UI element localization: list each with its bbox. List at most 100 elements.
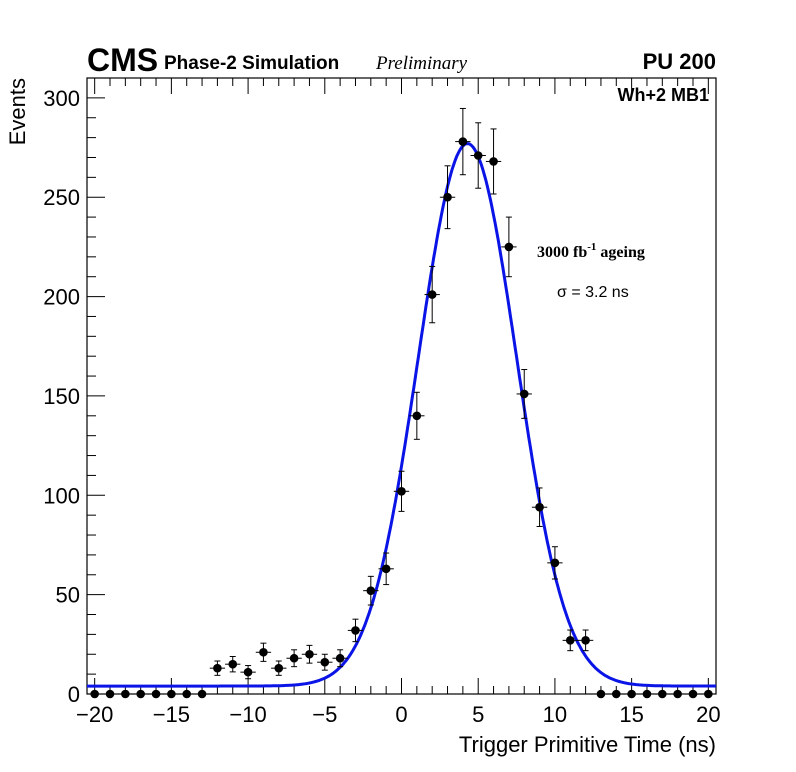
data-point [102, 689, 118, 699]
data-marker [581, 636, 590, 645]
x-axis-label: Trigger Primitive Time (ns) [459, 732, 716, 757]
data-marker [443, 192, 452, 202]
data-point [148, 689, 164, 699]
data-point [593, 689, 609, 699]
data-marker [658, 689, 667, 699]
data-marker [121, 689, 130, 699]
data-point [301, 644, 318, 664]
y-tick-label: 100 [43, 483, 80, 508]
data-marker [351, 626, 360, 635]
data-marker [182, 689, 192, 699]
data-marker [105, 689, 115, 699]
y-tick-label: 150 [43, 384, 80, 409]
data-point [470, 122, 486, 189]
data-point [547, 546, 563, 580]
data-point [378, 552, 394, 586]
data-point [623, 689, 640, 699]
data-point [393, 470, 410, 512]
data-marker [381, 564, 391, 574]
data-point [363, 575, 379, 606]
ageing-suffix: ageing [596, 244, 644, 261]
data-point [608, 689, 624, 699]
data-point [163, 689, 180, 699]
data-marker [489, 157, 498, 166]
data-marker [305, 649, 314, 659]
data-marker [320, 657, 330, 667]
data-point [317, 653, 333, 671]
sigma-label: σ = 3.2 ns [557, 284, 629, 301]
x-tick-label: −5 [312, 702, 337, 727]
data-marker [427, 290, 437, 299]
data-point [347, 618, 364, 643]
data-point [669, 689, 686, 699]
plot-frame [86, 77, 717, 695]
data-marker [535, 502, 544, 512]
y-axis [87, 97, 105, 695]
data-marker [688, 689, 698, 699]
y-axis-label: Events [5, 78, 30, 145]
x-tick-label: −20 [76, 702, 113, 727]
data-point [286, 649, 302, 668]
data-marker [627, 689, 636, 699]
data-marker [289, 653, 299, 663]
preliminary-label: Preliminary [375, 53, 468, 74]
cms-label: CMS [87, 42, 158, 78]
data-marker [151, 689, 161, 699]
data-point [685, 689, 701, 699]
data-point [562, 629, 578, 652]
data-point [700, 689, 716, 699]
data-point [516, 369, 532, 419]
data-marker [167, 689, 176, 699]
data-marker [596, 689, 606, 699]
data-point [225, 655, 241, 673]
data-points [87, 107, 716, 699]
x-tick-label: −10 [229, 702, 266, 727]
ageing-prefix: 3000 fb [537, 244, 587, 261]
data-point [409, 391, 425, 440]
data-marker [243, 667, 253, 677]
data-point [439, 165, 456, 230]
data-point [577, 629, 594, 652]
data-point [117, 689, 134, 699]
simulation-label: Phase-2 Simulation [164, 53, 339, 74]
ageing-label: 3000 fb-1 ageing [537, 241, 645, 261]
region-label: Wh+2 MB1 [617, 85, 709, 105]
data-point [209, 660, 226, 676]
x-tick-label: 15 [619, 702, 643, 727]
data-marker [136, 689, 145, 699]
data-marker [473, 151, 483, 160]
data-marker [335, 653, 345, 663]
data-point [179, 689, 195, 699]
fit-curve [87, 142, 717, 688]
data-marker [704, 689, 713, 699]
y-tick-label: 0 [68, 682, 80, 707]
data-marker [274, 663, 284, 673]
y-tick-label: 50 [56, 583, 80, 608]
data-marker [90, 689, 99, 699]
data-point [654, 689, 670, 699]
data-marker [458, 137, 468, 146]
data-point [639, 689, 655, 699]
data-marker [412, 411, 422, 421]
y-tick-label: 200 [43, 285, 80, 310]
data-marker [673, 689, 682, 699]
data-marker [259, 647, 268, 657]
data-point [332, 649, 348, 668]
data-marker [397, 487, 406, 496]
pileup-label: PU 200 [643, 49, 716, 74]
x-tick-label: 10 [543, 702, 567, 727]
ageing-superscript: -1 [587, 241, 596, 253]
data-point [501, 216, 517, 278]
x-tick-labels: −20 −15 −10 −5 0 5 10 15 20 [76, 702, 721, 727]
data-point [133, 689, 149, 699]
data-marker [228, 659, 238, 669]
data-marker [197, 689, 207, 699]
data-point [531, 487, 548, 527]
data-point [240, 665, 256, 680]
x-tick-label: −15 [153, 702, 190, 727]
y-tick-label: 250 [43, 185, 80, 210]
data-marker [213, 663, 222, 673]
x-axis [94, 78, 709, 694]
data-marker [519, 389, 529, 399]
